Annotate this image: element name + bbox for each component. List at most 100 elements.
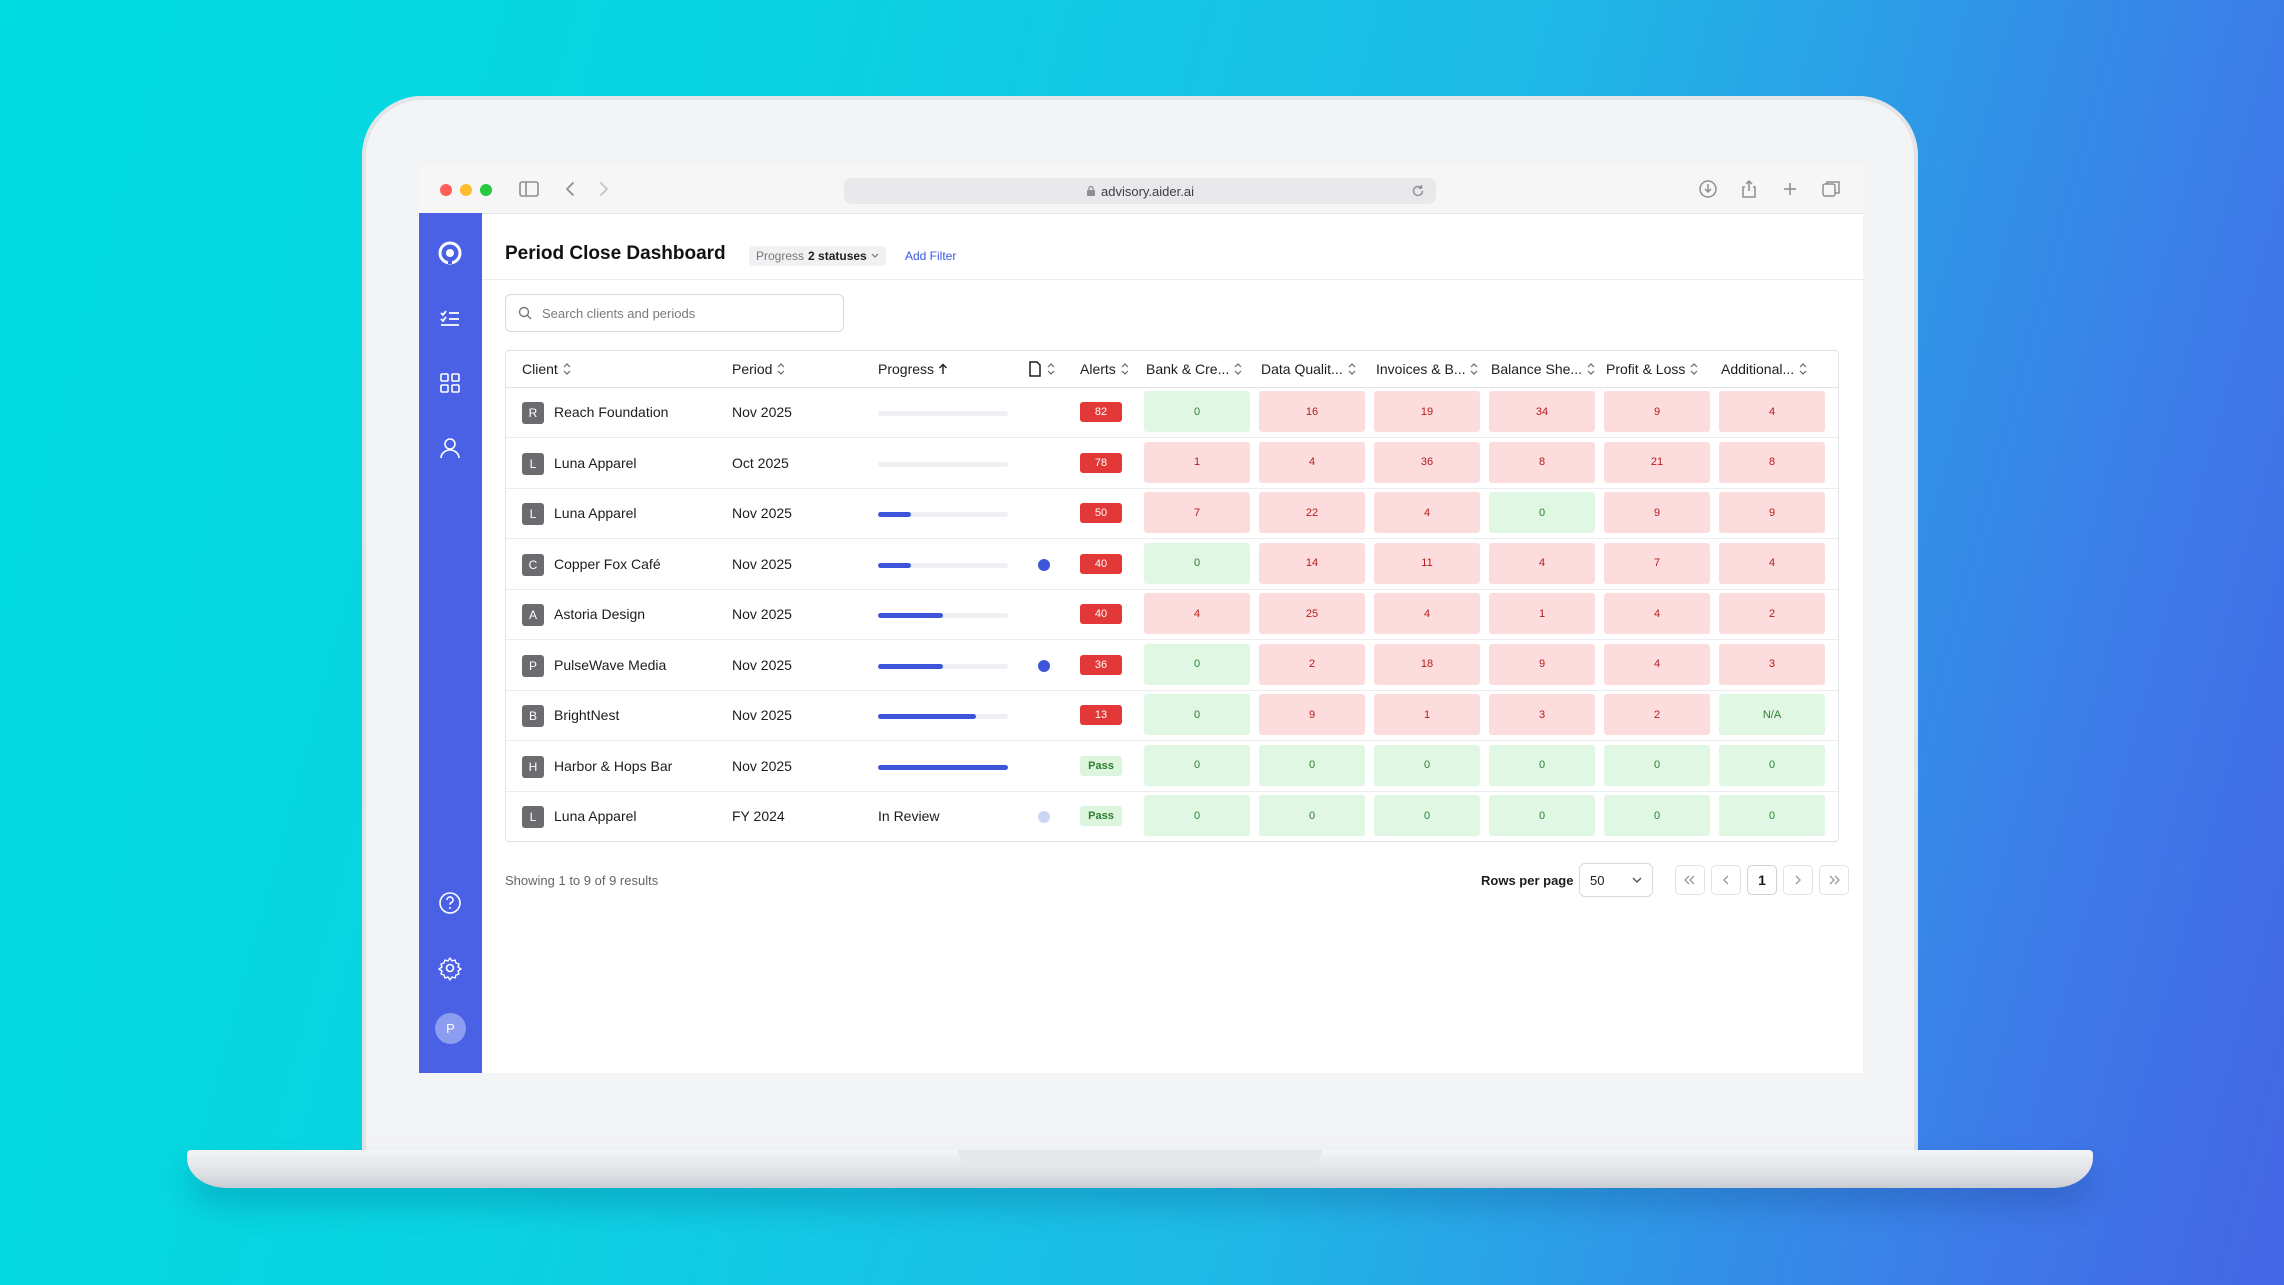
checklist-icon[interactable]: [436, 304, 464, 332]
pnl-count-cell[interactable]: 9: [1604, 391, 1710, 432]
alerts-badge[interactable]: Pass: [1080, 755, 1122, 776]
data-quality-count-cell[interactable]: 25: [1259, 593, 1365, 634]
tab-overview-icon[interactable]: [1820, 178, 1842, 200]
next-page-button[interactable]: [1783, 865, 1813, 895]
data-quality-count-cell[interactable]: 2: [1259, 643, 1365, 685]
search-field[interactable]: [505, 294, 844, 332]
help-icon[interactable]: [436, 889, 464, 917]
user-avatar[interactable]: P: [435, 1013, 466, 1044]
column-header-alerts[interactable]: Alerts: [1080, 361, 1130, 377]
balance-count-cell[interactable]: 0: [1489, 744, 1595, 786]
column-header-documents[interactable]: [1028, 361, 1056, 377]
alerts-badge[interactable]: 40: [1080, 553, 1122, 574]
first-page-button[interactable]: [1675, 865, 1705, 895]
data-quality-count-cell[interactable]: 4: [1259, 441, 1365, 483]
forward-arrow-icon[interactable]: [592, 178, 614, 200]
invoices-count-cell[interactable]: 19: [1374, 391, 1480, 432]
client-name[interactable]: Luna Apparel: [554, 454, 637, 471]
balance-count-cell[interactable]: 1: [1489, 593, 1595, 634]
balance-count-cell[interactable]: 4: [1489, 542, 1595, 584]
client-name[interactable]: BrightNest: [554, 707, 620, 723]
additional-count-cell[interactable]: 9: [1719, 492, 1825, 533]
column-header-additional[interactable]: Additional...: [1721, 361, 1808, 377]
minimize-window-button[interactable]: [460, 184, 472, 196]
table-row[interactable]: L Luna Apparel Oct 2025 78 1 4 36 8 21 8: [506, 438, 1838, 489]
bank-count-cell[interactable]: 0: [1144, 795, 1250, 836]
document-status-dot[interactable]: [1038, 811, 1050, 823]
reload-icon[interactable]: [1410, 183, 1426, 199]
table-row[interactable]: L Luna Apparel Nov 2025 50 7 22 4 0 9 9: [506, 488, 1838, 539]
invoices-count-cell[interactable]: 11: [1374, 542, 1480, 584]
balance-count-cell[interactable]: 34: [1489, 391, 1595, 432]
maximize-window-button[interactable]: [480, 184, 492, 196]
close-window-button[interactable]: [440, 184, 452, 196]
balance-count-cell[interactable]: 9: [1489, 643, 1595, 685]
document-status-dot[interactable]: [1038, 659, 1050, 672]
previous-page-button[interactable]: [1711, 865, 1741, 895]
invoices-count-cell[interactable]: 0: [1374, 795, 1480, 836]
invoices-count-cell[interactable]: 4: [1374, 593, 1480, 634]
client-name[interactable]: Reach Foundation: [554, 404, 669, 420]
bank-count-cell[interactable]: 0: [1144, 542, 1250, 584]
alerts-badge[interactable]: 13: [1080, 705, 1122, 725]
rows-per-page-select[interactable]: 50: [1579, 863, 1653, 897]
share-icon[interactable]: [1738, 178, 1760, 200]
client-name[interactable]: Astoria Design: [554, 606, 646, 622]
table-row[interactable]: P PulseWave Media Nov 2025 36 0 2 18 9 4 3: [506, 640, 1838, 691]
bank-count-cell[interactable]: 0: [1144, 744, 1250, 786]
sidebar-toggle-icon[interactable]: [518, 178, 540, 200]
add-filter-button[interactable]: Add Filter: [905, 249, 957, 263]
column-header-client[interactable]: Client: [522, 361, 572, 377]
table-row[interactable]: R Reach Foundation Nov 2025 82 0 16 19 34 9 4: [506, 387, 1838, 438]
client-name[interactable]: Harbor & Hops Bar: [554, 757, 673, 774]
alerts-badge[interactable]: 78: [1080, 452, 1122, 473]
column-header-invoices[interactable]: Invoices & B...: [1376, 361, 1479, 377]
additional-count-cell[interactable]: N/A: [1719, 694, 1825, 735]
invoices-count-cell[interactable]: 18: [1374, 643, 1480, 685]
pnl-count-cell[interactable]: 0: [1604, 744, 1710, 786]
back-arrow-icon[interactable]: [560, 178, 582, 200]
alerts-badge[interactable]: Pass: [1080, 806, 1122, 826]
column-header-balance-sheet[interactable]: Balance She...: [1491, 361, 1596, 377]
column-header-bank[interactable]: Bank & Cre...: [1146, 361, 1243, 377]
table-row[interactable]: L Luna Apparel FY 2024 In Review Pass 0 0 0 0 0 0: [506, 791, 1838, 841]
document-status-dot[interactable]: [1038, 558, 1050, 571]
pnl-count-cell[interactable]: 0: [1604, 795, 1710, 836]
bank-count-cell[interactable]: 0: [1144, 694, 1250, 735]
table-row[interactable]: H Harbor & Hops Bar Nov 2025 Pass 0 0 0 0 0 0: [506, 741, 1838, 792]
pnl-count-cell[interactable]: 9: [1604, 492, 1710, 533]
pnl-count-cell[interactable]: 4: [1604, 593, 1710, 634]
data-quality-count-cell[interactable]: 9: [1259, 694, 1365, 735]
column-header-profit-loss[interactable]: Profit & Loss: [1606, 361, 1699, 377]
app-logo-icon[interactable]: [436, 239, 464, 267]
bank-count-cell[interactable]: 0: [1144, 391, 1250, 432]
invoices-count-cell[interactable]: 1: [1374, 694, 1480, 735]
bank-count-cell[interactable]: 4: [1144, 593, 1250, 634]
alerts-badge[interactable]: 50: [1080, 503, 1122, 523]
client-name[interactable]: PulseWave Media: [554, 656, 667, 673]
balance-count-cell[interactable]: 0: [1489, 795, 1595, 836]
column-header-period[interactable]: Period: [732, 361, 786, 377]
additional-count-cell[interactable]: 0: [1719, 744, 1825, 786]
download-icon[interactable]: [1697, 178, 1719, 200]
additional-count-cell[interactable]: 0: [1719, 795, 1825, 836]
settings-gear-icon[interactable]: [436, 954, 464, 982]
balance-count-cell[interactable]: 3: [1489, 694, 1595, 735]
data-quality-count-cell[interactable]: 16: [1259, 391, 1365, 432]
column-header-data-quality[interactable]: Data Qualit...: [1261, 361, 1357, 377]
client-name[interactable]: Luna Apparel: [554, 808, 637, 824]
balance-count-cell[interactable]: 8: [1489, 441, 1595, 483]
new-tab-icon[interactable]: [1779, 178, 1801, 200]
table-row[interactable]: A Astoria Design Nov 2025 40 4 25 4 1 4 2: [506, 589, 1838, 640]
bank-count-cell[interactable]: 0: [1144, 643, 1250, 685]
address-bar[interactable]: advisory.aider.ai: [844, 178, 1436, 204]
user-icon[interactable]: [436, 434, 464, 462]
invoices-count-cell[interactable]: 36: [1374, 441, 1480, 483]
data-quality-count-cell[interactable]: 14: [1259, 542, 1365, 584]
balance-count-cell[interactable]: 0: [1489, 492, 1595, 533]
pnl-count-cell[interactable]: 2: [1604, 694, 1710, 735]
progress-filter-chip[interactable]: Progress 2 statuses: [749, 246, 886, 266]
table-row[interactable]: C Copper Fox Café Nov 2025 40 0 14 11 4 7 4: [506, 539, 1838, 590]
alerts-badge[interactable]: 36: [1080, 654, 1122, 675]
additional-count-cell[interactable]: 3: [1719, 643, 1825, 685]
